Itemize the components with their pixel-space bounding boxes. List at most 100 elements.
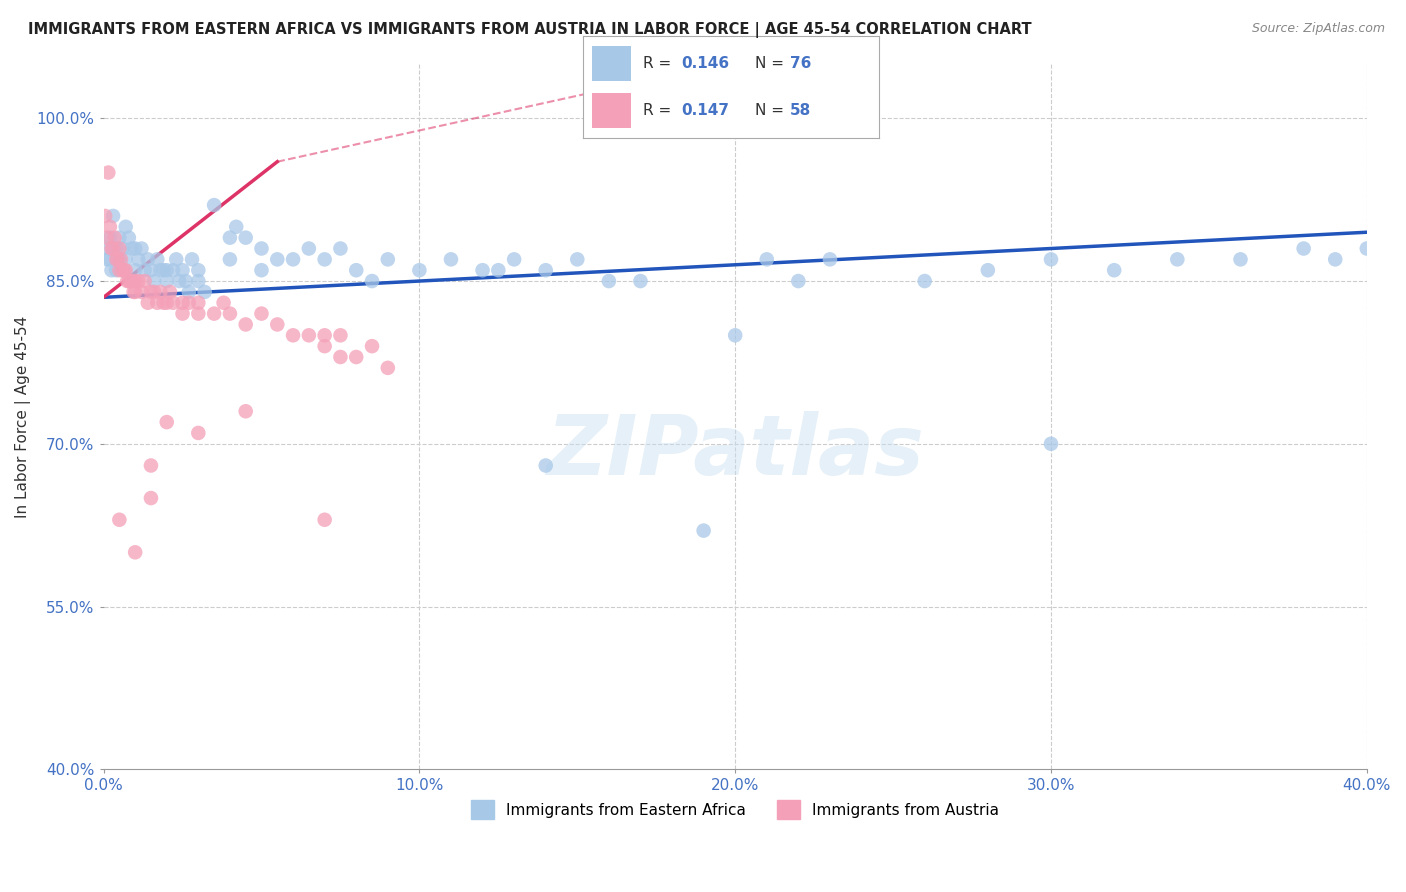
Point: [235, 404, 257, 418]
Point: [143, 285, 166, 299]
Point: [165, 252, 187, 267]
Point: [630, 274, 652, 288]
Point: [219, 307, 242, 321]
Point: [118, 230, 141, 244]
Point: [114, 263, 136, 277]
Point: [235, 318, 257, 332]
Text: ZIPatlas: ZIPatlas: [547, 411, 924, 492]
Point: [143, 274, 166, 288]
Point: [169, 274, 191, 288]
Point: [108, 252, 131, 267]
Point: [1229, 252, 1251, 267]
Point: [97, 165, 120, 179]
Point: [124, 274, 146, 288]
Point: [114, 219, 136, 234]
Point: [314, 252, 336, 267]
Point: [914, 274, 936, 288]
Point: [177, 295, 200, 310]
Point: [724, 328, 747, 343]
Point: [110, 252, 132, 267]
Point: [1292, 242, 1315, 256]
Text: 76: 76: [790, 56, 811, 70]
Point: [134, 274, 156, 288]
Point: [181, 252, 204, 267]
Point: [159, 285, 181, 299]
Point: [174, 274, 197, 288]
Point: [187, 274, 209, 288]
Point: [281, 328, 304, 343]
Point: [146, 252, 169, 267]
Point: [124, 263, 146, 277]
Point: [108, 230, 131, 244]
Point: [121, 274, 143, 288]
Point: [692, 524, 714, 538]
Point: [1355, 242, 1378, 256]
Point: [172, 263, 194, 277]
Point: [156, 415, 179, 429]
Text: R =: R =: [643, 103, 671, 118]
Point: [136, 295, 159, 310]
Text: 0.146: 0.146: [681, 56, 730, 70]
Point: [108, 513, 131, 527]
Point: [219, 252, 242, 267]
Point: [471, 263, 494, 277]
Point: [314, 513, 336, 527]
Point: [344, 350, 367, 364]
Point: [156, 274, 179, 288]
Point: [266, 318, 288, 332]
Point: [111, 263, 134, 277]
Point: [149, 285, 172, 299]
Point: [787, 274, 810, 288]
Point: [977, 263, 1000, 277]
Point: [114, 252, 136, 267]
Point: [162, 263, 184, 277]
Point: [152, 263, 174, 277]
Point: [187, 307, 209, 321]
Point: [503, 252, 526, 267]
Point: [486, 263, 509, 277]
Legend: Immigrants from Eastern Africa, Immigrants from Austria: Immigrants from Eastern Africa, Immigran…: [465, 794, 1005, 825]
Point: [361, 274, 384, 288]
Text: N =: N =: [755, 103, 783, 118]
Point: [187, 263, 209, 277]
Point: [136, 252, 159, 267]
Point: [281, 252, 304, 267]
Point: [98, 252, 121, 267]
Point: [98, 219, 121, 234]
Point: [440, 252, 463, 267]
Point: [1324, 252, 1347, 267]
Point: [120, 274, 142, 288]
Point: [100, 263, 122, 277]
Point: [361, 339, 384, 353]
Point: [377, 252, 399, 267]
Point: [755, 252, 778, 267]
Point: [298, 242, 321, 256]
Text: IMMIGRANTS FROM EASTERN AFRICA VS IMMIGRANTS FROM AUSTRIA IN LABOR FORCE | AGE 4: IMMIGRANTS FROM EASTERN AFRICA VS IMMIGR…: [28, 22, 1032, 38]
Point: [149, 263, 172, 277]
Y-axis label: In Labor Force | Age 45-54: In Labor Force | Age 45-54: [15, 316, 31, 518]
Point: [250, 242, 273, 256]
Point: [104, 230, 127, 244]
Point: [567, 252, 589, 267]
Point: [314, 339, 336, 353]
Point: [266, 252, 288, 267]
Point: [250, 307, 273, 321]
Point: [202, 198, 225, 212]
Point: [118, 274, 141, 288]
Point: [107, 252, 129, 267]
Point: [156, 295, 179, 310]
Bar: [592, 45, 631, 81]
Point: [212, 295, 235, 310]
Point: [235, 230, 257, 244]
Point: [202, 307, 225, 321]
Point: [162, 295, 184, 310]
Point: [105, 263, 128, 277]
Point: [1040, 437, 1063, 451]
Point: [1166, 252, 1188, 267]
Point: [152, 295, 174, 310]
Point: [534, 458, 557, 473]
Point: [127, 252, 149, 267]
Point: [94, 209, 117, 223]
Point: [377, 360, 399, 375]
Point: [408, 263, 430, 277]
